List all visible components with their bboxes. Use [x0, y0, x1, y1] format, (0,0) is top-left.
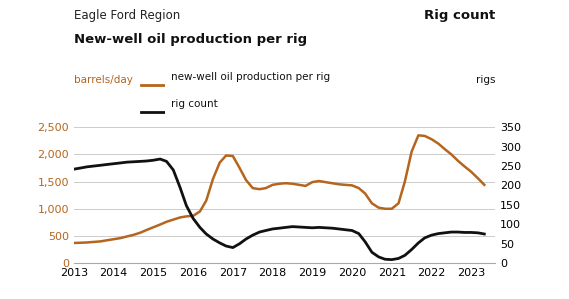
rig count	[362, 240, 369, 244]
Text: new-well oil production per rig: new-well oil production per rig	[171, 72, 330, 82]
rig count	[282, 226, 289, 229]
Text: New-well oil production per rig: New-well oil production per rig	[74, 33, 307, 46]
rig count	[156, 157, 163, 161]
rig count	[388, 258, 395, 261]
new-well oil production per rig	[183, 215, 190, 218]
Text: barrels/day: barrels/day	[74, 75, 133, 85]
new-well oil production per rig	[196, 210, 203, 213]
new-well oil production per rig	[71, 241, 77, 245]
Text: rig count: rig count	[171, 99, 217, 109]
Line: new-well oil production per rig: new-well oil production per rig	[74, 135, 484, 243]
rig count	[269, 227, 276, 231]
Line: rig count: rig count	[74, 159, 484, 260]
new-well oil production per rig	[356, 186, 362, 190]
new-well oil production per rig	[276, 182, 283, 186]
rig count	[203, 232, 209, 236]
new-well oil production per rig	[475, 176, 481, 180]
Text: Rig count: Rig count	[424, 9, 495, 22]
rig count	[481, 232, 488, 236]
new-well oil production per rig	[481, 183, 488, 187]
rig count	[71, 167, 77, 171]
Text: Eagle Ford Region: Eagle Ford Region	[74, 9, 180, 22]
new-well oil production per rig	[415, 134, 422, 137]
new-well oil production per rig	[262, 186, 269, 190]
Text: rigs: rigs	[476, 75, 495, 85]
rig count	[189, 217, 196, 220]
rig count	[475, 231, 481, 235]
